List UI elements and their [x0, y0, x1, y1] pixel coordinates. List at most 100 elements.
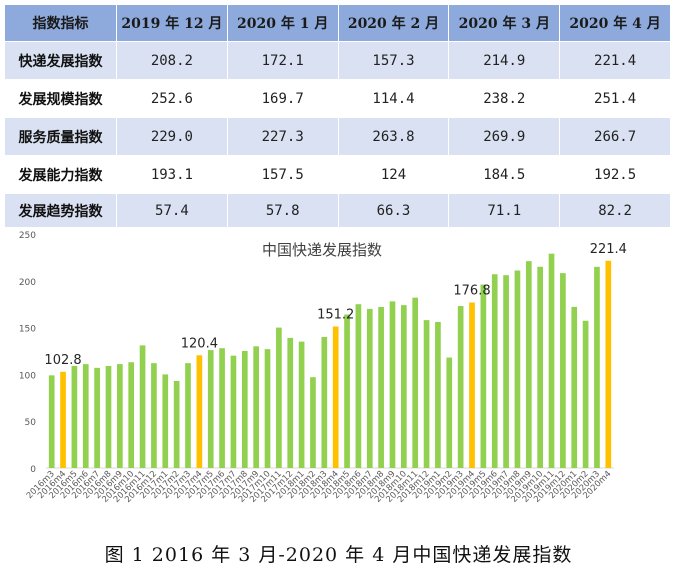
- bar: [389, 301, 396, 468]
- table-row: 发展能力指数 193.1 157.5 124 184.5 192.5: [4, 155, 671, 194]
- y-tick-label: 50: [25, 418, 37, 428]
- data-label: 176.8: [453, 284, 490, 299]
- bar: [321, 336, 328, 468]
- x-axis-ticks: 2016m32016m42016m52016m62016m72016m82016…: [25, 469, 614, 505]
- bar: [537, 266, 543, 468]
- table-cell: 57.8: [226, 193, 339, 228]
- bar: [48, 375, 55, 468]
- bar: [571, 306, 578, 468]
- figure-caption: 图 1 2016 年 3 月-2020 年 4 月中国快递发展指数: [104, 544, 573, 566]
- table-cell: 184.5: [448, 155, 561, 194]
- bar: [128, 362, 135, 468]
- bar: [162, 374, 169, 468]
- data-label: 120.4: [181, 336, 218, 351]
- column-header: 2019 年 12 月: [116, 4, 228, 42]
- table-cell: 157.5: [226, 155, 339, 194]
- bar: [287, 337, 294, 468]
- y-tick-label: 200: [19, 278, 36, 288]
- y-axis-ticks: 0 50 100 150 200 250: [19, 231, 36, 475]
- table-row: 服务质量指数 229.0 227.3 263.8 269.9 266.7: [4, 117, 671, 156]
- y-tick-label: 0: [30, 465, 36, 475]
- bar: [196, 355, 203, 468]
- bars: [48, 253, 612, 468]
- bar: [151, 363, 157, 468]
- bar: [366, 308, 373, 468]
- column-header: 指数指标: [4, 4, 117, 42]
- y-tick-label: 100: [19, 371, 36, 381]
- table-cell: 266.7: [559, 117, 671, 156]
- bar: [185, 363, 191, 468]
- express-index-chart: 中国快递发展指数 0 50 100 150 200 250 102.8 120.4 151.2…: [19, 231, 627, 505]
- table-row: 快递发展指数 208.2 172.1 157.3 214.9 221.4: [4, 41, 671, 80]
- table-header-row: 指数指标 2019 年 12 月 2020 年 1 月 2020 年 2 月 2020 …: [4, 4, 671, 42]
- bar: [560, 273, 566, 468]
- bar: [401, 305, 407, 468]
- bar: [355, 304, 362, 468]
- bar: [310, 377, 316, 468]
- table-cell: 221.4: [559, 41, 671, 80]
- bar: [117, 364, 123, 468]
- bar: [332, 326, 339, 468]
- data-label: 102.8: [44, 353, 81, 368]
- bar: [207, 350, 214, 468]
- table-cell: 157.3: [337, 41, 450, 80]
- table-cell: 71.1: [448, 193, 561, 228]
- table-cell: 251.4: [559, 79, 671, 118]
- bar: [594, 266, 600, 468]
- table-cell: 252.6: [116, 79, 228, 118]
- index-table: 指数指标 2019 年 12 月 2020 年 1 月 2020 年 2 月 2020 …: [4, 4, 671, 228]
- table-cell: 208.2: [116, 41, 228, 80]
- table-cell: 227.3: [226, 117, 339, 156]
- bar: [412, 297, 419, 468]
- bar: [71, 365, 78, 468]
- bar: [139, 345, 146, 468]
- bar: [457, 306, 464, 468]
- bar: [435, 321, 441, 468]
- bar: [378, 307, 384, 468]
- y-tick-label: 150: [19, 325, 36, 335]
- table-cell: 192.5: [559, 155, 671, 194]
- data-label: 151.2: [317, 307, 354, 322]
- row-label: 快递发展指数: [4, 41, 117, 80]
- row-label: 发展趋势指数: [4, 193, 117, 228]
- bar: [480, 284, 487, 468]
- column-header: 2020 年 2 月: [337, 4, 450, 42]
- table-cell: 66.3: [337, 193, 450, 228]
- bar: [582, 320, 589, 468]
- column-header: 2020 年 4 月: [559, 4, 671, 42]
- table-cell: 169.7: [226, 79, 339, 118]
- table-cell: 114.4: [337, 79, 450, 118]
- bar: [173, 380, 180, 468]
- bar: [446, 357, 453, 468]
- bar: [469, 302, 475, 468]
- bar: [605, 260, 612, 468]
- column-header: 2020 年 3 月: [448, 4, 561, 42]
- column-header: 2020 年 1 月: [226, 4, 339, 42]
- row-label: 发展规模指数: [4, 79, 117, 118]
- table-cell: 263.8: [337, 117, 450, 156]
- row-label: 发展能力指数: [4, 155, 117, 194]
- table-row: 发展规模指数 252.6 169.7 114.4 238.2 251.4: [4, 79, 671, 118]
- bar: [276, 327, 282, 468]
- table-cell: 82.2: [559, 193, 671, 228]
- bar: [491, 274, 498, 468]
- table-cell: 172.1: [226, 41, 339, 80]
- bar: [525, 261, 532, 468]
- table-cell: 269.9: [448, 117, 561, 156]
- bar: [264, 349, 271, 468]
- table-cell: 214.9: [448, 41, 561, 80]
- chart-title: 中国快递发展指数: [262, 241, 382, 259]
- bar: [298, 341, 305, 468]
- bar: [82, 364, 89, 468]
- bar: [514, 270, 521, 468]
- bar: [503, 275, 509, 468]
- bar: [548, 253, 555, 468]
- bar: [105, 365, 112, 468]
- bar: [60, 371, 66, 468]
- table-cell: 124: [337, 155, 450, 194]
- bar: [344, 314, 350, 468]
- bar: [94, 367, 100, 468]
- table-cell: 193.1: [116, 155, 228, 194]
- bar: [230, 355, 237, 468]
- bar: [423, 320, 430, 468]
